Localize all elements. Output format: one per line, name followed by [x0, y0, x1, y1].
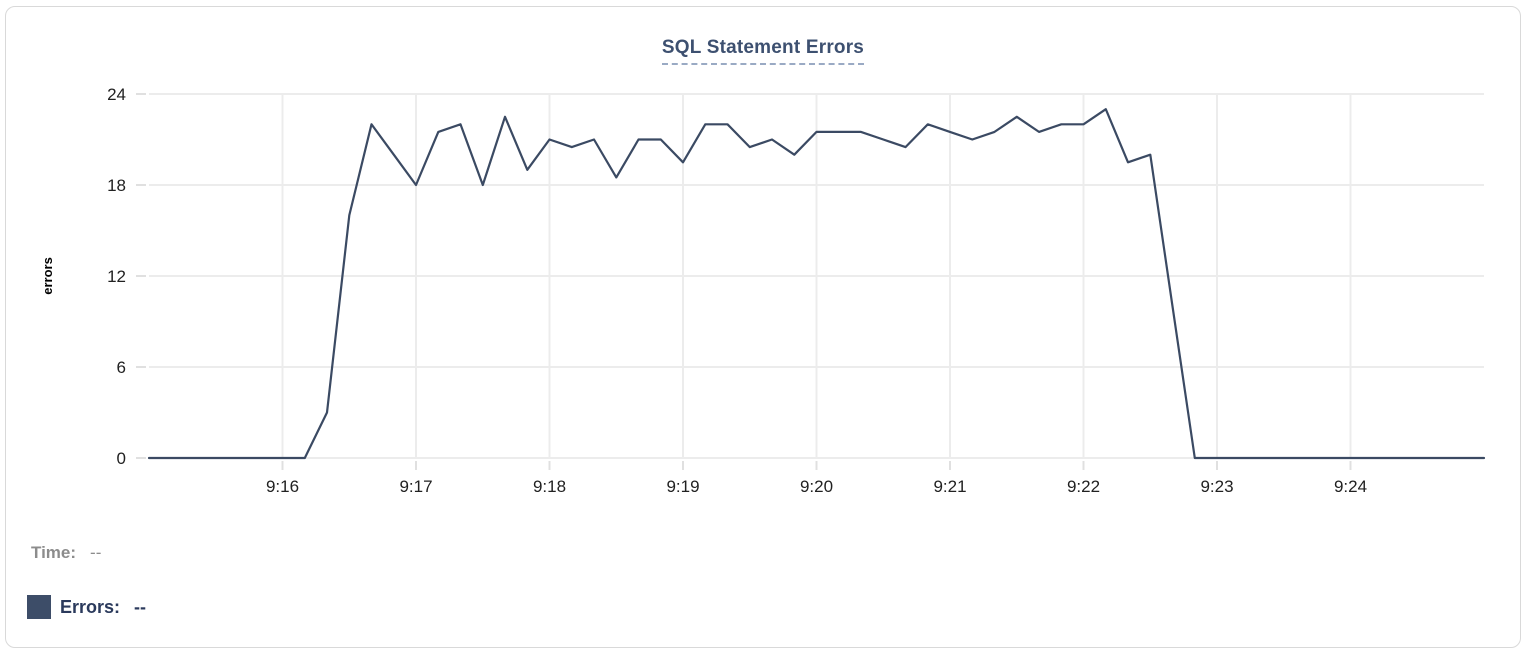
x-tick-label: 9:16: [266, 477, 299, 496]
x-tick-label: 9:17: [399, 477, 432, 496]
x-tick-label: 9:20: [800, 477, 833, 496]
readout-errors-row: Errors: --: [27, 595, 146, 619]
readout-time-row: Time: --: [31, 543, 101, 563]
chart-card: SQL Statement Errors 0 6 12 18 24 9:16 9:17 9:1…: [5, 6, 1521, 648]
errors-line-chart[interactable]: 0 6 12 18 24 9:16 9:17 9:18 9:19 9:20 9:21 9:22 9:23…: [6, 7, 1528, 519]
y-tick-label: 24: [107, 85, 126, 104]
errors-series-line: [147, 108, 1486, 460]
y-tick-label: 18: [107, 176, 126, 195]
readout-errors-value: --: [134, 596, 147, 617]
y-tick-label: 12: [107, 267, 126, 286]
readout-time-label: Time:: [31, 543, 77, 562]
errors-series-swatch-icon: [27, 595, 51, 619]
x-tick-label: 9:23: [1200, 477, 1233, 496]
x-tick-label: 9:21: [933, 477, 966, 496]
y-tick-label: 0: [117, 449, 126, 468]
chart-title-wrap: SQL Statement Errors: [6, 37, 1520, 65]
readout-time-value: --: [90, 543, 102, 562]
x-tick-label: 9:18: [533, 477, 566, 496]
y-axis-label: errors: [40, 257, 55, 295]
x-tick-label: 9:24: [1334, 477, 1367, 496]
x-tick-label: 9:22: [1067, 477, 1100, 496]
readout-errors-label: Errors:: [60, 596, 121, 617]
x-tick-label: 9:19: [666, 477, 699, 496]
y-tick-label: 6: [117, 358, 126, 377]
chart-title[interactable]: SQL Statement Errors: [661, 37, 865, 65]
